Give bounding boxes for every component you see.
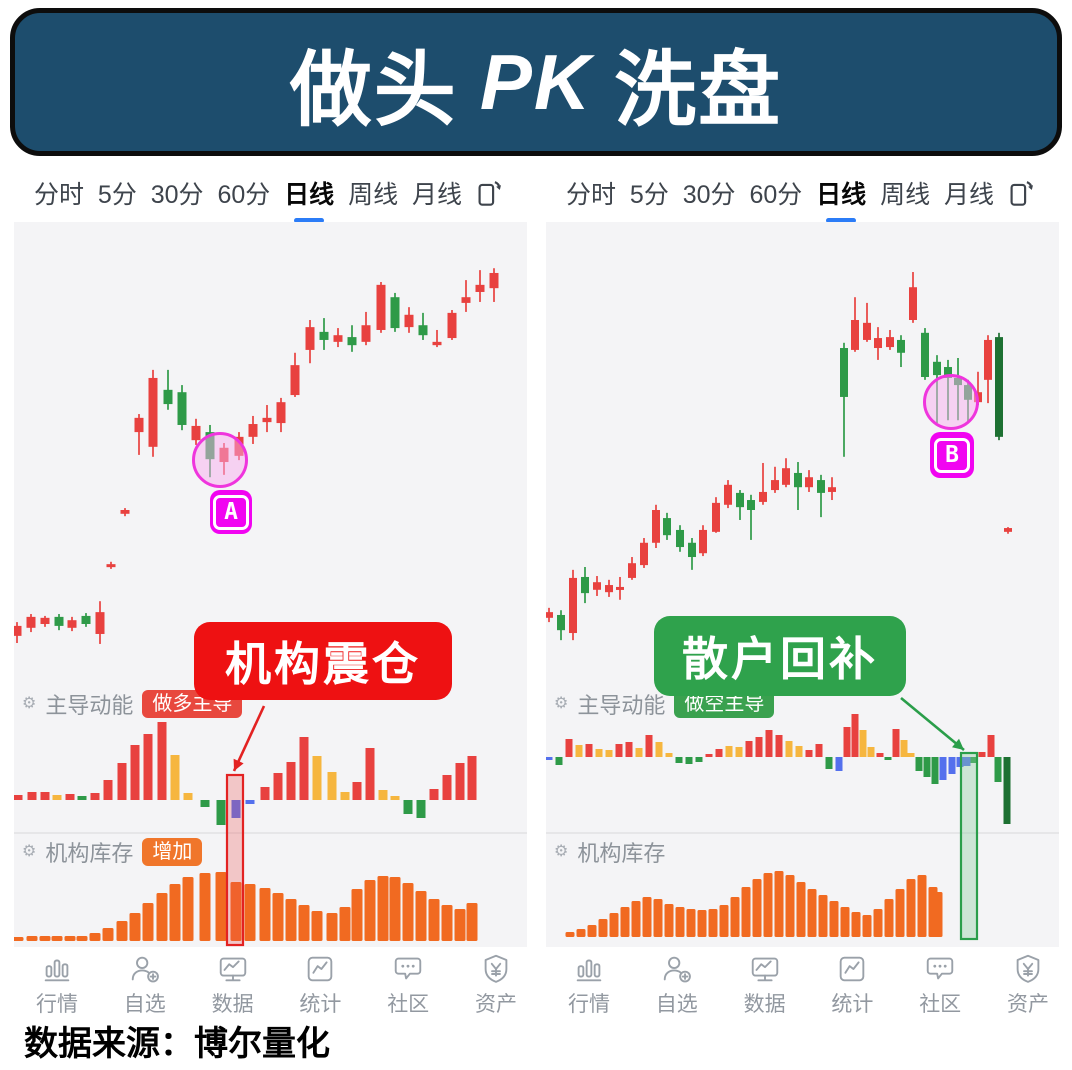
nav-item-自选[interactable]: 自选 bbox=[656, 952, 698, 1018]
momentum-label: 主导动能 bbox=[45, 693, 134, 718]
stats-chart-icon bbox=[308, 956, 333, 982]
rotate-screen-icon[interactable] bbox=[1008, 177, 1035, 209]
gear-icon[interactable]: ⚙ bbox=[554, 695, 569, 712]
nav-item-label: 自选 bbox=[655, 993, 698, 1016]
watchlist-user-icon bbox=[131, 956, 159, 983]
community-chat-icon bbox=[394, 957, 422, 980]
nav-item-label: 行情 bbox=[568, 993, 610, 1016]
tab-30分[interactable]: 30分 bbox=[150, 181, 204, 209]
bottom-nav: 行情 自选 数据 统计 社区 资产 bbox=[546, 949, 1059, 1018]
marker-letter: A bbox=[213, 494, 249, 530]
inventory-label: 机构库存 bbox=[577, 841, 666, 866]
gear-icon[interactable]: ⚙ bbox=[554, 843, 569, 860]
annotation-marker-a: A bbox=[210, 490, 252, 534]
tab-周线[interactable]: 周线 bbox=[880, 181, 931, 209]
data-monitor-icon bbox=[219, 957, 246, 982]
title-part-2: 洗盘 bbox=[614, 44, 783, 136]
nav-item-label: 统计 bbox=[299, 993, 342, 1016]
bottom-nav: 行情 自选 数据 统计 社区 资产 bbox=[14, 949, 527, 1018]
title-part-1: 做头 bbox=[289, 44, 458, 136]
nav-item-社区[interactable]: 社区 bbox=[919, 952, 961, 1018]
nav-item-自选[interactable]: 自选 bbox=[124, 952, 166, 1018]
assets-shield-icon bbox=[484, 954, 508, 983]
assets-shield-icon bbox=[1016, 954, 1040, 983]
tab-日线[interactable]: 日线 bbox=[284, 175, 334, 211]
nav-item-数据[interactable]: 数据 bbox=[212, 952, 254, 1018]
tab-分时[interactable]: 分时 bbox=[566, 181, 617, 209]
nav-item-label: 资产 bbox=[1006, 993, 1049, 1016]
title-part-pk: PK bbox=[479, 37, 593, 126]
nav-item-label: 社区 bbox=[919, 993, 962, 1016]
nav-item-数据[interactable]: 数据 bbox=[744, 952, 786, 1018]
tab-5分[interactable]: 5分 bbox=[97, 181, 137, 209]
title-banner: 做头 PK 洗盘 bbox=[10, 8, 1062, 156]
tab-60分[interactable]: 60分 bbox=[749, 181, 803, 209]
nav-item-label: 行情 bbox=[36, 993, 78, 1016]
inventory-label: 机构库存 bbox=[45, 841, 134, 866]
chart-panel-left: ⚙ 主导动能 做多主导 ⚙ 机构库存 增加 A 机构震仓 bbox=[14, 222, 527, 947]
inventory-status-badge: 增加 bbox=[142, 838, 203, 866]
chart-panel-right: ⚙ 主导动能 做空主导 ⚙ 机构库存 B 散户回补 bbox=[546, 222, 1059, 947]
nav-item-统计[interactable]: 统计 bbox=[831, 952, 873, 1018]
nav-item-行情[interactable]: 行情 bbox=[568, 952, 610, 1018]
callout-banner-left: 机构震仓 bbox=[194, 622, 452, 700]
stats-chart-icon bbox=[840, 956, 865, 982]
nav-item-统计[interactable]: 统计 bbox=[299, 952, 341, 1018]
gear-icon[interactable]: ⚙ bbox=[22, 695, 37, 712]
nav-item-label: 社区 bbox=[387, 993, 430, 1016]
data-source-text: 数据来源：博尔量化 bbox=[24, 1025, 330, 1063]
tab-月线[interactable]: 月线 bbox=[944, 181, 995, 209]
community-chat-icon bbox=[926, 957, 954, 980]
tab-日线[interactable]: 日线 bbox=[816, 175, 866, 211]
tab-周线[interactable]: 周线 bbox=[348, 181, 399, 209]
momentum-label: 主导动能 bbox=[577, 693, 666, 718]
data-monitor-icon bbox=[751, 957, 778, 982]
nav-item-资产[interactable]: 资产 bbox=[1007, 952, 1049, 1018]
market-bars-icon bbox=[44, 959, 70, 982]
annotation-circle-a bbox=[192, 432, 248, 488]
tab-30分[interactable]: 30分 bbox=[682, 181, 736, 209]
marker-letter: B bbox=[934, 437, 970, 473]
nav-item-label: 数据 bbox=[211, 993, 254, 1016]
inventory-section-header: ⚙ 机构库存 bbox=[554, 836, 665, 868]
tab-bar: 分时 5分 30分 60分 日线 周线 月线 bbox=[8, 168, 521, 218]
tab-月线[interactable]: 月线 bbox=[412, 181, 463, 209]
annotation-marker-b: B bbox=[930, 432, 974, 478]
nav-item-资产[interactable]: 资产 bbox=[475, 952, 517, 1018]
tab-分时[interactable]: 分时 bbox=[34, 181, 85, 209]
nav-item-label: 统计 bbox=[831, 993, 874, 1016]
tab-bar: 分时 5分 30分 60分 日线 周线 月线 bbox=[540, 168, 1053, 218]
gear-icon[interactable]: ⚙ bbox=[22, 843, 37, 860]
watchlist-user-icon bbox=[663, 956, 691, 983]
nav-item-label: 资产 bbox=[474, 993, 517, 1016]
inventory-section-header: ⚙ 机构库存 增加 bbox=[22, 836, 203, 868]
nav-item-label: 数据 bbox=[743, 993, 786, 1016]
tab-5分[interactable]: 5分 bbox=[629, 181, 669, 209]
market-bars-icon bbox=[576, 959, 602, 982]
tab-60分[interactable]: 60分 bbox=[217, 181, 271, 209]
nav-item-label: 自选 bbox=[123, 993, 166, 1016]
callout-banner-right: 散户回补 bbox=[654, 616, 906, 696]
nav-item-社区[interactable]: 社区 bbox=[387, 952, 429, 1018]
annotation-circle-b bbox=[923, 374, 979, 430]
nav-item-行情[interactable]: 行情 bbox=[36, 952, 78, 1018]
rotate-screen-icon[interactable] bbox=[476, 177, 503, 209]
